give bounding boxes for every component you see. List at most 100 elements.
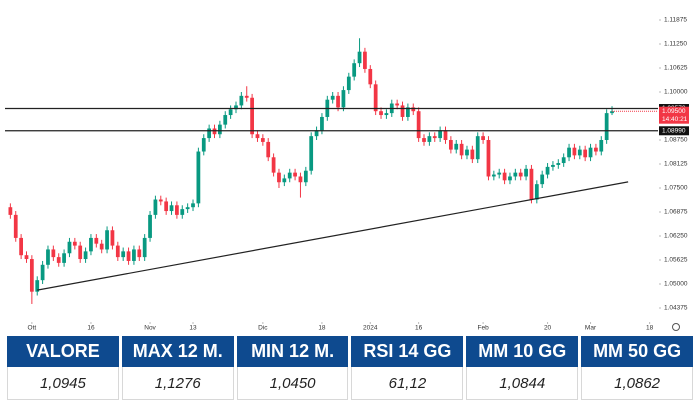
candle-body bbox=[303, 170, 308, 183]
x-tick-label: 20 bbox=[544, 325, 552, 332]
candle-body bbox=[406, 107, 410, 117]
candle-body bbox=[132, 249, 136, 261]
header-cell: VALORE bbox=[7, 336, 119, 367]
settings-icon[interactable] bbox=[672, 323, 680, 331]
candle-body bbox=[24, 255, 29, 260]
candle-body bbox=[110, 230, 115, 246]
candle-body bbox=[62, 253, 66, 263]
candle-body bbox=[518, 172, 523, 177]
candle-body bbox=[185, 207, 190, 210]
y-tick-label: 1.10000 bbox=[664, 89, 688, 96]
candle-body bbox=[148, 214, 152, 238]
candle-body bbox=[604, 113, 609, 140]
candle-body bbox=[438, 130, 443, 139]
candle-body bbox=[465, 149, 469, 156]
x-tick-label: 18 bbox=[318, 325, 326, 332]
candle-body bbox=[491, 174, 496, 177]
candle-body bbox=[29, 259, 34, 292]
x-tick-label: Ott bbox=[28, 325, 37, 332]
y-tick-label: 1.08750 bbox=[664, 137, 688, 144]
y-tick-label: 1.06250 bbox=[664, 233, 688, 240]
candle-body bbox=[115, 245, 120, 258]
candle-body bbox=[432, 136, 437, 139]
candle-body bbox=[556, 163, 561, 165]
candle-body bbox=[567, 147, 571, 158]
candle-body bbox=[153, 199, 158, 215]
candle-body bbox=[454, 143, 459, 150]
x-tick-label: 2024 bbox=[363, 325, 378, 332]
candle-body bbox=[169, 205, 174, 212]
candle-body bbox=[561, 157, 566, 164]
candle-body bbox=[314, 130, 319, 137]
candle-body bbox=[422, 138, 426, 142]
candle-body bbox=[497, 172, 502, 175]
y-tick-label: 1.11250 bbox=[664, 41, 687, 48]
candle-body bbox=[508, 176, 512, 181]
x-tick-label: Mar bbox=[585, 325, 597, 332]
x-tick-label: Feb bbox=[477, 325, 489, 332]
candle-body bbox=[475, 136, 480, 160]
table-body: 1,0945 1,1276 1,0450 61,12 1,0844 1,0862 bbox=[7, 367, 693, 400]
trend-line bbox=[37, 181, 629, 291]
candle-body bbox=[379, 111, 383, 116]
y-tick-label: 1.05000 bbox=[664, 281, 688, 288]
candle-body bbox=[357, 51, 362, 64]
candle-body bbox=[298, 176, 303, 183]
header-cell: MAX 12 M. bbox=[121, 336, 234, 367]
level-label: 1.08990 bbox=[662, 128, 686, 135]
candle-body bbox=[99, 243, 104, 250]
candle-body bbox=[277, 172, 281, 183]
candle-body bbox=[239, 95, 244, 106]
header-cell: MM 50 GG bbox=[581, 336, 693, 367]
table-cell: 1,0945 bbox=[7, 367, 119, 400]
candle-body bbox=[395, 103, 400, 106]
candle-body bbox=[572, 147, 577, 156]
candle-body bbox=[540, 174, 545, 185]
candle-body bbox=[368, 68, 373, 85]
candle-body bbox=[35, 280, 40, 292]
x-tick-label: 16 bbox=[415, 325, 423, 332]
candle-body bbox=[175, 205, 179, 215]
candle-body bbox=[260, 138, 265, 142]
candle-body bbox=[78, 245, 83, 260]
candle-body bbox=[583, 149, 588, 158]
table-cell: 1,0862 bbox=[581, 367, 693, 400]
x-tick-label: Nov bbox=[144, 325, 156, 332]
candle-body bbox=[346, 76, 351, 91]
candle-body bbox=[105, 230, 109, 250]
candle-body bbox=[577, 149, 582, 156]
candle-body bbox=[320, 116, 324, 131]
candle-body bbox=[250, 97, 254, 135]
candle-body bbox=[459, 143, 464, 156]
candle-body bbox=[610, 111, 614, 114]
candle-body bbox=[427, 136, 432, 142]
candle-body bbox=[89, 237, 93, 252]
candle-body bbox=[416, 111, 421, 139]
y-tick-label: 1.07500 bbox=[664, 185, 688, 192]
candle-body bbox=[293, 172, 297, 177]
candle-body bbox=[502, 172, 507, 181]
y-tick-label: 1.11875 bbox=[664, 17, 687, 24]
candle-body bbox=[588, 147, 593, 158]
candle-body bbox=[180, 209, 185, 215]
candle-body bbox=[271, 157, 276, 173]
table-cell: 1,0844 bbox=[466, 367, 579, 400]
stats-table: VALORE MAX 12 M. MIN 12 M. RSI 14 GG MM 10 G… bbox=[4, 336, 696, 400]
candle-body bbox=[137, 249, 142, 258]
chart: 1.04375 1.05000 1.05625 1.06250 1.06875 1.075… bbox=[5, 17, 689, 332]
candle-body bbox=[486, 140, 491, 177]
candle-body bbox=[336, 95, 340, 108]
candle-body bbox=[470, 149, 475, 160]
candle-body bbox=[363, 51, 367, 69]
candle-body bbox=[223, 115, 228, 125]
candle-body bbox=[599, 140, 604, 152]
candle-body bbox=[72, 241, 77, 246]
candle-body bbox=[534, 184, 539, 200]
candle-body bbox=[51, 249, 56, 258]
candle-body bbox=[121, 251, 126, 258]
candle-body bbox=[164, 201, 169, 212]
candle-body bbox=[83, 251, 88, 260]
candle-body bbox=[373, 84, 378, 112]
candle-body bbox=[352, 63, 357, 77]
last-price-label: 1.09500 bbox=[662, 108, 686, 115]
